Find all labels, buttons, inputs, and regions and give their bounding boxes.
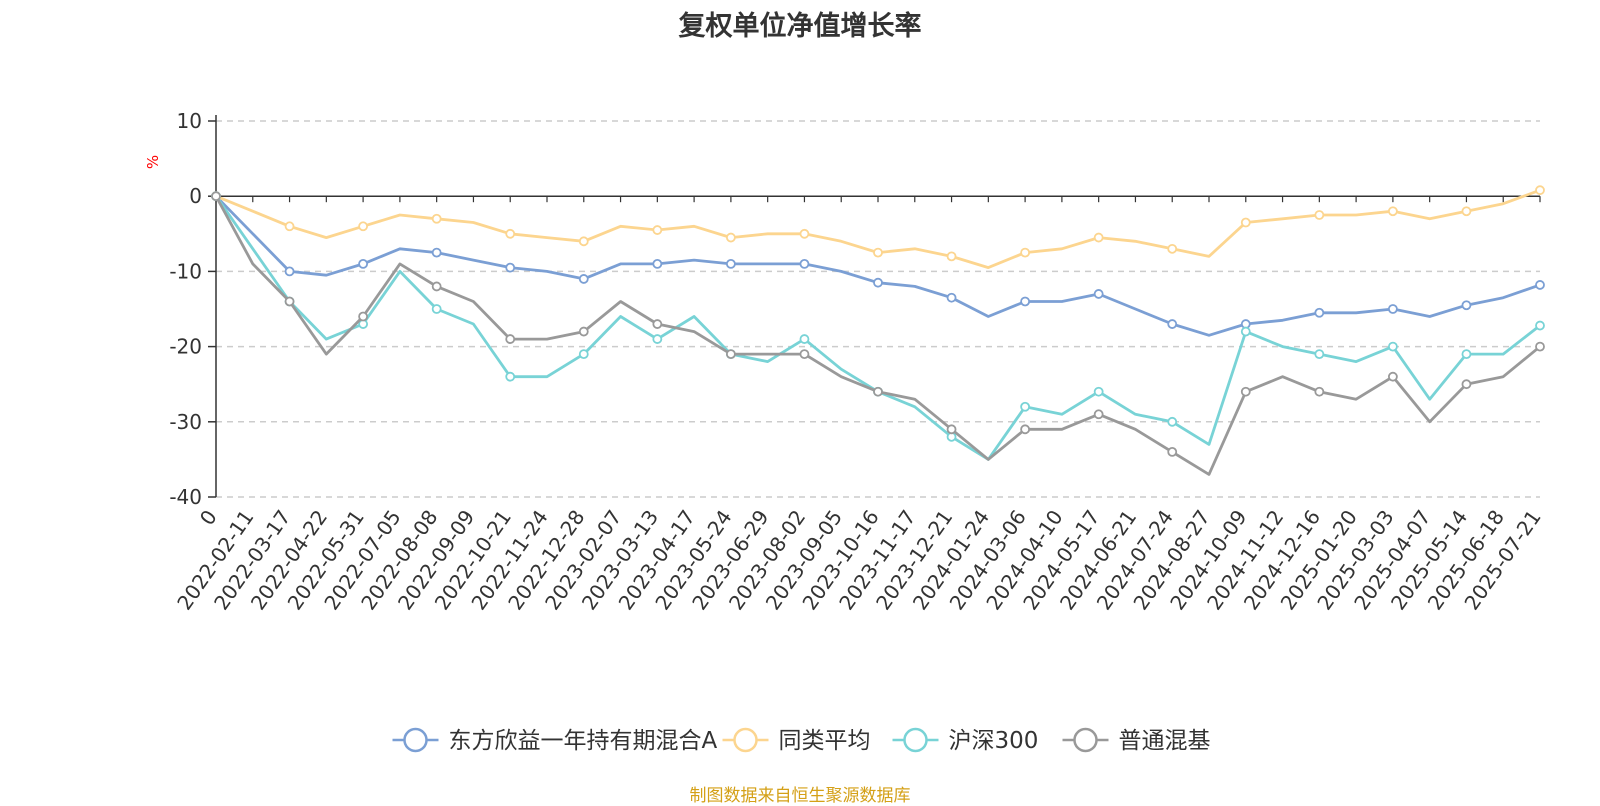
y-tick-label: -10 bbox=[169, 259, 202, 283]
data-point bbox=[505, 334, 516, 344]
data-point bbox=[431, 281, 442, 292]
data-point bbox=[1240, 326, 1251, 337]
data-point bbox=[799, 258, 810, 269]
data-point bbox=[652, 334, 663, 344]
legend-swatch-marker bbox=[733, 727, 758, 753]
legend-swatch-marker bbox=[1073, 727, 1098, 753]
data-point bbox=[1387, 206, 1398, 217]
data-point bbox=[358, 311, 369, 322]
data-point bbox=[578, 236, 589, 247]
axes: 100-10-20-30-4002022-02-112022-03-172022… bbox=[169, 109, 1545, 614]
data-point bbox=[1314, 386, 1325, 397]
data-point bbox=[578, 349, 589, 360]
data-point bbox=[946, 251, 957, 262]
data-point bbox=[1093, 409, 1104, 420]
x-tick-label: 0 bbox=[195, 505, 222, 529]
data-point bbox=[284, 221, 295, 232]
data-point bbox=[505, 262, 516, 273]
data-point bbox=[1314, 349, 1325, 360]
series-3 bbox=[211, 191, 1545, 461]
data-point bbox=[1461, 206, 1472, 217]
data-point bbox=[358, 258, 369, 269]
series-lines bbox=[211, 185, 1545, 476]
legend-item-3: 沪深300 bbox=[892, 727, 1039, 754]
data-point bbox=[799, 349, 810, 360]
data-point bbox=[578, 274, 589, 284]
data-point bbox=[1387, 304, 1398, 314]
data-point bbox=[1535, 280, 1545, 290]
data-point bbox=[1535, 185, 1545, 196]
data-point bbox=[1461, 379, 1472, 390]
y-tick-label: 0 bbox=[189, 184, 202, 208]
legend-swatch-marker bbox=[403, 727, 428, 753]
data-point bbox=[505, 228, 516, 239]
data-point bbox=[1093, 289, 1104, 299]
data-point bbox=[1240, 386, 1251, 397]
data-point bbox=[1093, 232, 1104, 243]
grid-lines bbox=[216, 120, 1540, 498]
data-point bbox=[211, 191, 221, 202]
data-point bbox=[431, 247, 442, 258]
data-point bbox=[725, 258, 736, 269]
legend-item-1: 东方欣益一年持有期混合A bbox=[392, 727, 718, 754]
data-point bbox=[358, 221, 369, 232]
data-point bbox=[1167, 416, 1178, 427]
legend-label: 沪深300 bbox=[949, 728, 1039, 754]
data-point bbox=[1461, 300, 1472, 311]
data-point bbox=[1461, 349, 1472, 360]
chart-title: 复权单位净值增长率 bbox=[678, 11, 922, 42]
data-point bbox=[1167, 243, 1178, 254]
data-point bbox=[431, 213, 442, 224]
data-point bbox=[1167, 319, 1178, 329]
data-point bbox=[284, 266, 295, 277]
y-tick-label: 10 bbox=[177, 109, 202, 133]
legend: 东方欣益一年持有期混合A 同类平均 沪深300 普通混基 bbox=[392, 727, 1211, 754]
data-point bbox=[873, 277, 883, 288]
series-line bbox=[214, 195, 1541, 461]
data-point bbox=[1314, 307, 1325, 318]
data-point bbox=[1387, 371, 1398, 382]
y-tick-label: -20 bbox=[169, 335, 202, 359]
data-point bbox=[946, 292, 957, 303]
legend-label: 同类平均 bbox=[779, 728, 871, 754]
data-point bbox=[578, 326, 589, 337]
data-point bbox=[725, 349, 736, 360]
series-line bbox=[214, 195, 1541, 476]
legend-label: 东方欣益一年持有期混合A bbox=[449, 728, 718, 754]
data-point bbox=[1020, 424, 1031, 435]
series-1 bbox=[211, 191, 1545, 337]
data-point bbox=[652, 225, 663, 235]
legend-swatch-marker bbox=[903, 727, 928, 753]
legend-item-4: 普通混基 bbox=[1062, 727, 1211, 754]
data-point bbox=[1314, 210, 1325, 220]
data-point bbox=[1020, 401, 1031, 412]
data-point bbox=[1535, 320, 1545, 331]
legend-label: 普通混基 bbox=[1119, 728, 1211, 754]
data-point bbox=[1535, 341, 1545, 352]
data-point bbox=[1020, 296, 1031, 307]
data-point bbox=[799, 228, 810, 239]
y-tick-label: -30 bbox=[169, 410, 202, 434]
data-point bbox=[431, 304, 442, 314]
y-tick-label: -40 bbox=[169, 485, 202, 509]
series-4 bbox=[211, 191, 1545, 476]
data-point bbox=[652, 258, 663, 269]
source-note: 制图数据来自恒生聚源数据库 bbox=[689, 786, 911, 806]
data-point bbox=[1240, 217, 1251, 228]
data-point bbox=[946, 424, 957, 435]
data-point bbox=[873, 247, 883, 258]
data-point bbox=[652, 319, 663, 329]
data-point bbox=[1020, 247, 1031, 258]
legend-item-2: 同类平均 bbox=[722, 727, 871, 754]
data-point bbox=[1093, 386, 1104, 397]
data-point bbox=[873, 386, 883, 397]
data-point bbox=[284, 296, 295, 307]
data-point bbox=[1387, 341, 1398, 352]
data-point bbox=[799, 334, 810, 344]
data-point bbox=[1167, 446, 1178, 457]
y-axis-unit-label: % bbox=[144, 155, 162, 169]
data-point bbox=[505, 371, 516, 382]
data-point bbox=[725, 232, 736, 243]
